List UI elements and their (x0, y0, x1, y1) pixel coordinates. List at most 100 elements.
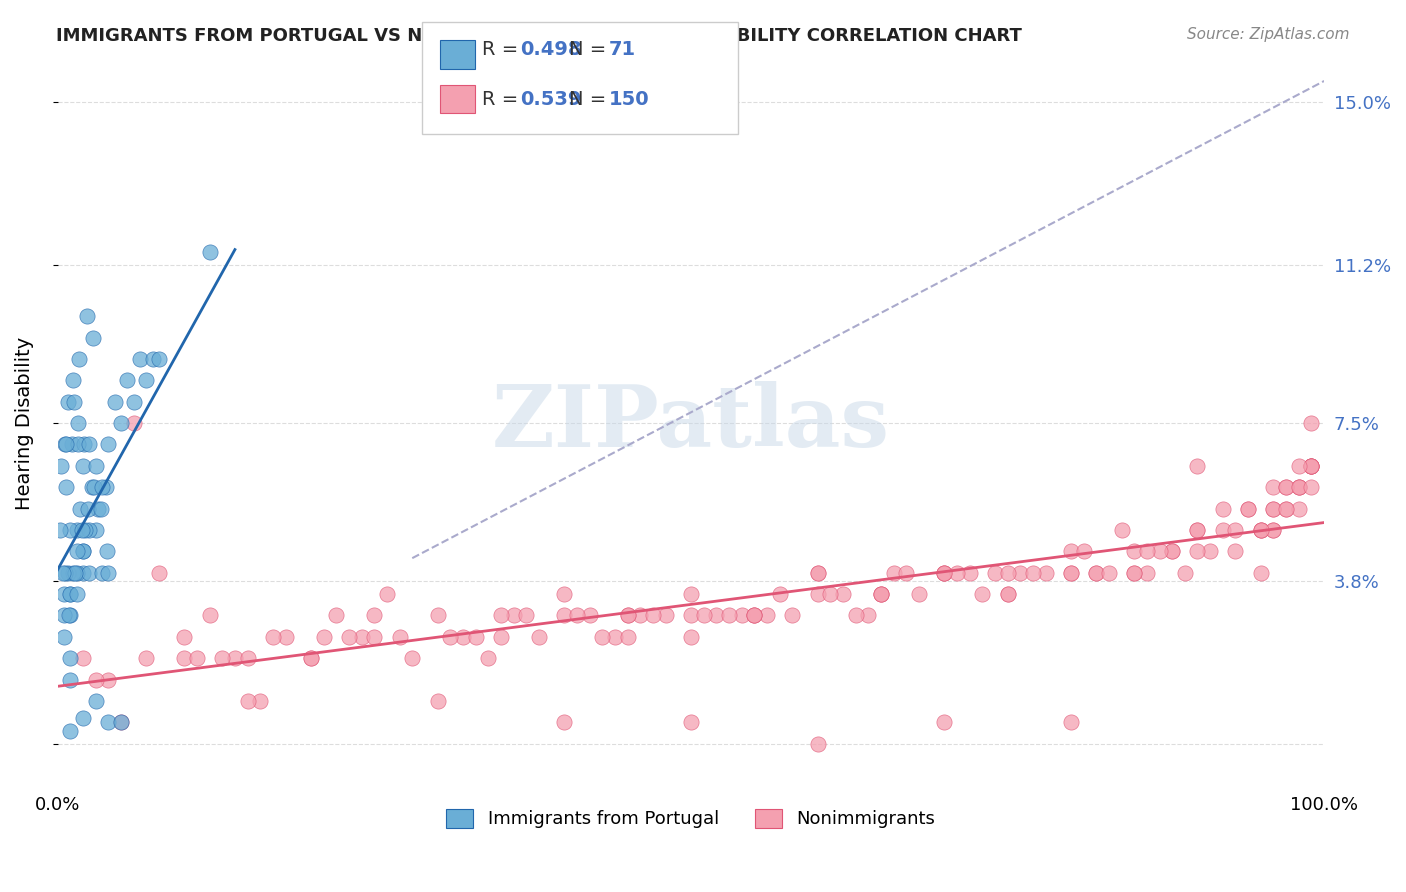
Point (104, 394, 127, 409)
Y-axis label: Hearing Disability: Hearing Disability (15, 336, 34, 509)
Point (65, 544, 87, 558)
Text: R =: R = (482, 39, 524, 59)
Point (198, 245, 221, 260)
Point (1123, 566, 1146, 580)
Point (1275, 480, 1298, 494)
Point (1301, 480, 1323, 494)
Point (363, 608, 385, 623)
Point (110, 715, 132, 730)
Point (934, 715, 956, 730)
Point (426, 694, 449, 708)
Text: IMMIGRANTS FROM PORTUGAL VS NONIMMIGRANTS HEARING DISABILITY CORRELATION CHART: IMMIGRANTS FROM PORTUGAL VS NONIMMIGRANT… (56, 27, 1022, 45)
Point (806, 587, 828, 601)
Point (1174, 566, 1197, 580)
Point (1161, 544, 1184, 558)
Point (1085, 566, 1108, 580)
Point (984, 566, 1007, 580)
Point (870, 587, 893, 601)
Point (84, 694, 107, 708)
Point (426, 608, 449, 623)
Point (654, 608, 676, 623)
Point (52, 566, 75, 580)
Point (1301, 458, 1323, 473)
Point (553, 587, 575, 601)
Point (553, 608, 575, 623)
Point (934, 566, 956, 580)
Legend: Immigrants from Portugal, Nonimmigrants: Immigrants from Portugal, Nonimmigrants (439, 802, 943, 836)
Point (934, 566, 956, 580)
Point (363, 630, 385, 644)
Point (65, 587, 87, 601)
Point (62, 373, 84, 387)
Point (730, 608, 752, 623)
Point (1187, 544, 1209, 558)
Point (679, 630, 702, 644)
Point (62, 566, 84, 580)
Point (59, 608, 82, 623)
Point (59, 673, 82, 687)
Point (59, 523, 82, 537)
Point (1060, 566, 1083, 580)
Point (628, 608, 651, 623)
Point (1275, 501, 1298, 516)
Point (1187, 458, 1209, 473)
Point (1199, 544, 1222, 558)
Point (236, 651, 259, 665)
Point (53, 566, 76, 580)
Point (959, 566, 981, 580)
Point (1123, 566, 1146, 580)
Point (69, 501, 91, 516)
Point (1187, 523, 1209, 537)
Point (1136, 544, 1159, 558)
Point (142, 351, 165, 366)
Point (1060, 544, 1083, 558)
Point (55, 437, 77, 451)
Point (84, 523, 107, 537)
Point (87, 501, 110, 516)
Point (135, 373, 157, 387)
Point (704, 608, 727, 623)
Point (173, 651, 195, 665)
Point (1288, 501, 1310, 516)
Point (52, 630, 75, 644)
Point (1263, 523, 1285, 537)
Point (388, 630, 411, 644)
Point (1010, 566, 1032, 580)
Point (616, 608, 638, 623)
Point (53, 437, 76, 451)
Point (59, 723, 82, 738)
Point (401, 651, 423, 665)
Point (75, 523, 97, 537)
Point (1073, 544, 1095, 558)
Point (1288, 458, 1310, 473)
Point (72, 711, 94, 725)
Point (66, 416, 89, 430)
Point (1149, 544, 1171, 558)
Point (1301, 458, 1323, 473)
Point (831, 587, 853, 601)
Point (59, 587, 82, 601)
Text: Source: ZipAtlas.com: Source: ZipAtlas.com (1187, 27, 1350, 42)
Point (55, 480, 77, 494)
Point (96, 544, 118, 558)
Point (84, 673, 107, 687)
Point (477, 651, 499, 665)
Point (97, 437, 120, 451)
Point (148, 351, 170, 366)
Text: 71: 71 (609, 39, 636, 59)
Point (1263, 501, 1285, 516)
Point (375, 587, 398, 601)
Text: N =: N = (569, 89, 613, 109)
Point (578, 608, 600, 623)
Point (1187, 523, 1209, 537)
Point (908, 587, 931, 601)
Point (58, 608, 80, 623)
Point (70, 523, 93, 537)
Point (1225, 523, 1247, 537)
Point (77, 523, 100, 537)
Point (110, 416, 132, 430)
Point (198, 608, 221, 623)
Point (997, 587, 1019, 601)
Point (464, 630, 486, 644)
Point (844, 608, 866, 623)
